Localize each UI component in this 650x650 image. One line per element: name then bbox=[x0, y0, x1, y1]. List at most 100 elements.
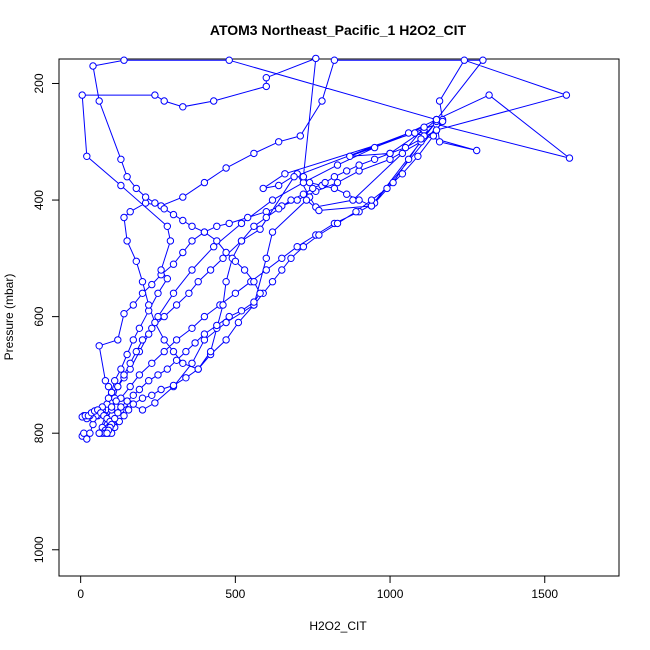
data-point-77 bbox=[262, 266, 270, 274]
data-point-211 bbox=[367, 196, 376, 204]
data-point-252 bbox=[330, 173, 339, 181]
data-point-221 bbox=[275, 138, 283, 146]
data-point-72 bbox=[188, 324, 196, 332]
data-point-152 bbox=[157, 266, 165, 274]
y-tick-label-3: 800 bbox=[32, 423, 46, 443]
data-point-270 bbox=[160, 205, 168, 213]
data-point-41 bbox=[349, 196, 357, 204]
data-point-94 bbox=[222, 318, 230, 327]
data-point-285 bbox=[200, 330, 209, 338]
data-point-246 bbox=[262, 213, 270, 222]
data-point-75 bbox=[231, 289, 240, 297]
data-point-205 bbox=[278, 266, 286, 274]
data-point-295 bbox=[117, 403, 125, 411]
data-point-90 bbox=[302, 196, 311, 204]
data-point-269 bbox=[151, 199, 159, 207]
data-point-149 bbox=[117, 181, 125, 190]
data-point-160 bbox=[111, 377, 119, 385]
data-point-280 bbox=[256, 289, 264, 297]
data-point-42 bbox=[398, 149, 407, 158]
data-point-192 bbox=[129, 400, 138, 408]
data-point-297 bbox=[111, 414, 119, 423]
data-point-22 bbox=[370, 143, 379, 152]
data-point-124 bbox=[333, 178, 342, 187]
data-point-49 bbox=[194, 278, 202, 286]
data-point-105 bbox=[101, 377, 110, 385]
data-point-208 bbox=[315, 231, 323, 239]
data-point-278 bbox=[240, 266, 249, 274]
data-point-54 bbox=[138, 336, 147, 344]
data-point-239 bbox=[206, 347, 215, 356]
data-point-96 bbox=[188, 359, 196, 367]
data-point-209 bbox=[333, 219, 342, 228]
data-point-47 bbox=[219, 254, 227, 262]
data-point-289 bbox=[163, 365, 172, 373]
data-point-301 bbox=[103, 429, 111, 437]
data-point-84 bbox=[389, 178, 397, 187]
data-point-45 bbox=[256, 225, 264, 233]
plot-frame bbox=[58, 58, 620, 577]
data-point-21 bbox=[333, 161, 342, 169]
data-point-261 bbox=[225, 56, 233, 64]
data-point-19 bbox=[268, 196, 277, 204]
x-axis-label: H2O2_CIT bbox=[309, 619, 367, 633]
x-tick-label-2: 1000 bbox=[377, 587, 404, 601]
data-point-244 bbox=[237, 237, 246, 245]
data-point-150 bbox=[163, 222, 172, 231]
data-point-254 bbox=[355, 161, 363, 169]
data-point-70 bbox=[160, 347, 168, 356]
data-point-223 bbox=[222, 164, 230, 172]
data-point-69 bbox=[148, 359, 156, 367]
data-point-213 bbox=[398, 170, 407, 178]
data-point-224 bbox=[200, 178, 209, 187]
data-point-114 bbox=[179, 248, 187, 257]
data-point-15 bbox=[169, 289, 178, 297]
data-point-273 bbox=[188, 222, 196, 231]
data-point-53 bbox=[148, 324, 156, 332]
data-point-190 bbox=[120, 412, 128, 420]
data-point-217 bbox=[479, 56, 487, 64]
data-point-271 bbox=[169, 210, 178, 219]
data-point-43 bbox=[420, 123, 428, 131]
x-axis: 0 500 1000 1500 bbox=[77, 576, 558, 601]
data-point-201 bbox=[234, 318, 243, 327]
data-point-230 bbox=[123, 237, 131, 245]
data-point-237 bbox=[179, 359, 187, 367]
data-point-229 bbox=[120, 213, 128, 222]
data-point-3 bbox=[86, 429, 94, 437]
data-point-267 bbox=[132, 184, 141, 193]
data-point-232 bbox=[138, 278, 147, 286]
data-point-158 bbox=[123, 350, 131, 359]
data-point-250 bbox=[309, 184, 317, 193]
data-point-235 bbox=[160, 336, 168, 344]
data-point-71 bbox=[172, 336, 181, 344]
data-point-154 bbox=[154, 289, 162, 297]
data-point-73 bbox=[200, 312, 209, 321]
data-point-282 bbox=[237, 307, 246, 315]
data-point-102 bbox=[112, 397, 120, 405]
data-point-135 bbox=[343, 190, 351, 198]
data-point-258 bbox=[417, 135, 425, 143]
data-point-140 bbox=[312, 54, 320, 63]
data-point-98 bbox=[151, 399, 159, 407]
data-point-284 bbox=[213, 321, 221, 330]
data-point-145 bbox=[160, 97, 168, 105]
data-point-204 bbox=[268, 278, 277, 286]
data-point-138 bbox=[305, 178, 314, 187]
y-tick-label-0: 200 bbox=[32, 73, 46, 93]
data-point-153 bbox=[163, 275, 172, 283]
data-point-265 bbox=[117, 155, 125, 164]
x-tick-label-3: 1500 bbox=[531, 587, 558, 601]
data-point-200 bbox=[222, 336, 230, 344]
data-point-194 bbox=[148, 391, 156, 399]
data-point-228 bbox=[126, 208, 134, 216]
y-tick-label-2: 600 bbox=[32, 306, 46, 326]
data-point-65 bbox=[107, 403, 116, 411]
data-point-113 bbox=[169, 260, 178, 268]
data-point-25 bbox=[485, 91, 493, 99]
data-point-245 bbox=[250, 222, 258, 231]
x-tick-label-1: 500 bbox=[225, 587, 245, 601]
data-point-222 bbox=[250, 149, 258, 158]
data-point-220 bbox=[296, 132, 304, 140]
